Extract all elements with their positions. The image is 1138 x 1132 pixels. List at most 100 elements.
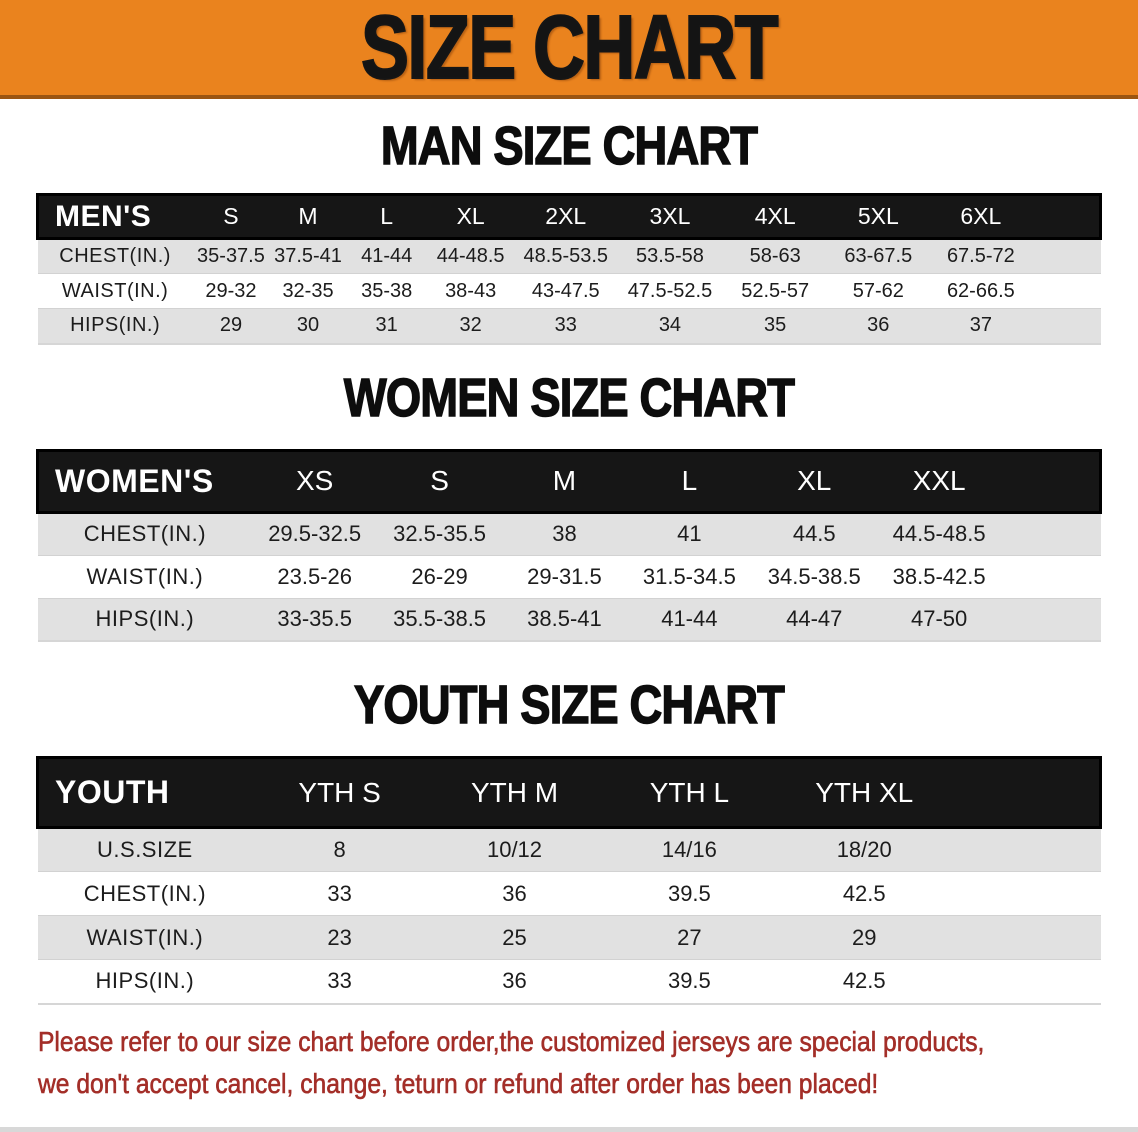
table-row: U.S.SIZE 8 10/12 14/16 18/20 <box>37 827 1101 872</box>
size-value-cell: 30 <box>269 308 347 345</box>
size-value-cell: 38 <box>502 512 627 555</box>
size-value-cell: 44.5-48.5 <box>876 512 1002 555</box>
table-corner-label: WOMEN'S <box>36 448 253 514</box>
size-value-cell: 25 <box>427 915 602 960</box>
row-label: CHEST(IN.) <box>37 512 253 555</box>
size-value-cell: 14/16 <box>601 827 777 872</box>
size-column-header: L <box>626 448 752 514</box>
table-row: HIPS(IN.) 33 36 39.5 42.5 <box>37 959 1101 1005</box>
row-spacer <box>951 871 1101 916</box>
size-value-cell: 29.5-32.5 <box>252 512 378 555</box>
size-value-cell: 57-62 <box>827 273 930 309</box>
table-row: CHEST(IN.) 29.5-32.5 32.5-35.5 38 41 44.5 44.5… <box>37 512 1101 555</box>
size-value-cell: 29-32 <box>192 273 270 309</box>
table-row: CHEST(IN.) 33 36 39.5 42.5 <box>37 871 1101 916</box>
size-value-cell: 67.5-72 <box>929 238 1033 274</box>
table-row: WAIST(IN.) 23.5-26 26-29 29-31.5 31.5-34.5 34… <box>37 554 1101 598</box>
size-value-cell: 42.5 <box>776 871 952 916</box>
row-label: WAIST(IN.) <box>37 554 253 598</box>
size-column-header: S <box>377 448 503 514</box>
size-value-cell: 47.5-52.5 <box>616 273 724 309</box>
disclaimer: Please refer to our size chart before or… <box>38 1021 1138 1105</box>
size-column-header: YTH XL <box>776 756 952 829</box>
row-spacer <box>1001 597 1101 642</box>
size-value-cell: 37 <box>929 308 1033 345</box>
row-spacer <box>1032 308 1101 345</box>
size-value-cell: 35-38 <box>346 273 427 309</box>
men-size-chart-section: MAN SIZE CHART MEN'S S M L XL 2XL 3XL 4XL 5XL 6XL C… <box>35 116 1103 345</box>
section-heading-text: MAN SIZE CHART <box>380 116 758 176</box>
size-column-header: XL <box>426 193 515 240</box>
size-value-cell: 29 <box>192 308 270 345</box>
size-value-cell: 33 <box>252 959 428 1005</box>
size-value-cell: 36 <box>427 871 602 916</box>
table-header-row: YOUTH YTH S YTH M YTH L YTH XL <box>36 756 1102 829</box>
size-value-cell: 31.5-34.5 <box>626 554 752 598</box>
size-value-cell: 26-29 <box>377 554 503 598</box>
size-column-header: YTH L <box>601 756 777 829</box>
size-value-cell: 32-35 <box>269 273 347 309</box>
header-spacer <box>1032 193 1103 240</box>
men-size-table: MEN'S S M L XL 2XL 3XL 4XL 5XL 6XL CHEST(IN.) 35-37… <box>35 193 1103 345</box>
size-column-header: M <box>269 193 347 240</box>
size-value-cell: 38.5-41 <box>502 597 627 642</box>
row-spacer <box>951 959 1101 1005</box>
banner: SIZE CHART <box>0 0 1138 99</box>
row-label: WAIST(IN.) <box>37 273 193 309</box>
bottom-edge-divider <box>0 1127 1138 1132</box>
disclaimer-line-2: we don't accept cancel, change, teturn o… <box>38 1067 879 1099</box>
size-value-cell: 23.5-26 <box>252 554 378 598</box>
row-spacer <box>1032 273 1101 309</box>
size-value-cell: 41-44 <box>626 597 752 642</box>
size-value-cell: 43-47.5 <box>514 273 617 309</box>
size-value-cell: 27 <box>601 915 777 960</box>
size-value-cell: 35.5-38.5 <box>377 597 503 642</box>
row-label: HIPS(IN.) <box>37 959 253 1005</box>
size-value-cell: 47-50 <box>876 597 1002 642</box>
size-column-header: XS <box>252 448 378 514</box>
size-value-cell: 33-35.5 <box>252 597 378 642</box>
row-spacer <box>951 827 1101 872</box>
row-label: HIPS(IN.) <box>37 597 253 642</box>
size-value-cell: 39.5 <box>601 959 777 1005</box>
size-value-cell: 63-67.5 <box>827 238 930 274</box>
size-value-cell: 35-37.5 <box>192 238 270 274</box>
size-value-cell: 32 <box>426 308 515 345</box>
size-column-header: 5XL <box>827 193 930 240</box>
size-value-cell: 10/12 <box>427 827 602 872</box>
size-value-cell: 41 <box>626 512 752 555</box>
youth-section-heading: YOUTH SIZE CHART <box>36 677 1102 733</box>
row-label: U.S.SIZE <box>37 827 253 872</box>
size-column-header: L <box>346 193 427 240</box>
row-label: CHEST(IN.) <box>37 238 193 274</box>
size-column-header: 2XL <box>514 193 617 240</box>
size-value-cell: 23 <box>252 915 428 960</box>
table-header-row: MEN'S S M L XL 2XL 3XL 4XL 5XL 6XL <box>35 193 1103 240</box>
disclaimer-line-1: Please refer to our size chart before or… <box>38 1025 985 1057</box>
size-column-header: 3XL <box>616 193 724 240</box>
row-label: HIPS(IN.) <box>37 308 193 345</box>
size-value-cell: 44-48.5 <box>426 238 515 274</box>
youth-size-chart-section: YOUTH SIZE CHART YOUTH YTH S YTH M YTH L YTH … <box>36 677 1102 1005</box>
row-spacer <box>1032 238 1101 274</box>
size-value-cell: 33 <box>514 308 617 345</box>
size-value-cell: 53.5-58 <box>616 238 724 274</box>
men-section-heading: MAN SIZE CHART <box>36 116 1102 176</box>
row-spacer <box>1001 554 1101 598</box>
size-value-cell: 44-47 <box>751 597 877 642</box>
page-title: SIZE CHART <box>360 0 779 98</box>
size-column-header: M <box>502 448 627 514</box>
size-value-cell: 8 <box>252 827 428 872</box>
size-value-cell: 34 <box>616 308 724 345</box>
size-value-cell: 18/20 <box>776 827 952 872</box>
size-column-header: 6XL <box>929 193 1033 240</box>
table-row: WAIST(IN.) 23 25 27 29 <box>37 915 1101 960</box>
section-heading-text: WOMEN SIZE CHART <box>343 367 795 428</box>
size-value-cell: 36 <box>827 308 930 345</box>
size-value-cell: 38.5-42.5 <box>876 554 1002 598</box>
size-column-header: YTH S <box>252 756 428 829</box>
size-value-cell: 33 <box>252 871 428 916</box>
women-section-heading: WOMEN SIZE CHART <box>36 367 1102 428</box>
size-chart-sections: MAN SIZE CHART MEN'S S M L XL 2XL 3XL 4XL 5XL 6XL C… <box>35 116 1103 1005</box>
size-value-cell: 58-63 <box>723 238 828 274</box>
